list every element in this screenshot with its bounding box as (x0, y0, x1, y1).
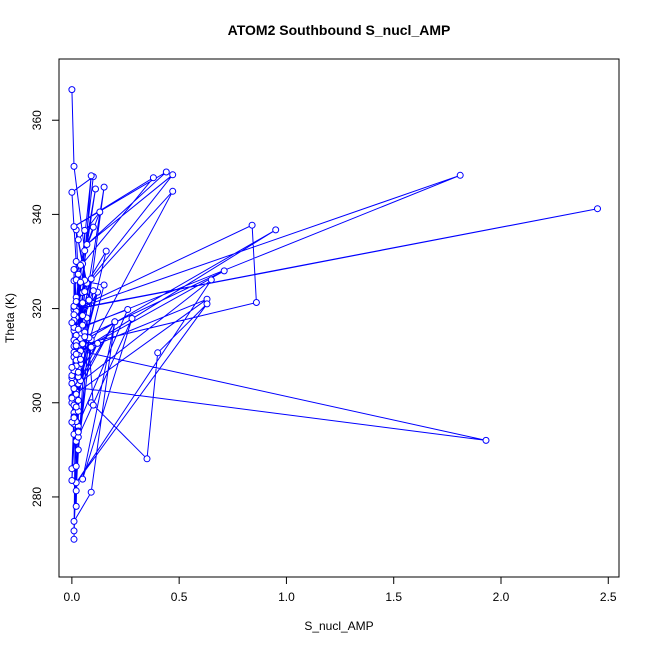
data-point (87, 275, 95, 283)
data-point (154, 349, 162, 357)
data-point (100, 183, 108, 191)
data-point (77, 278, 84, 286)
data-point (89, 401, 97, 409)
data-point (72, 342, 80, 350)
data-point (207, 276, 215, 284)
y-tick-label: 300 (30, 392, 44, 412)
x-tick-label: 1.0 (278, 590, 295, 604)
data-point (70, 535, 78, 543)
data-point (482, 436, 490, 444)
data-point (87, 172, 95, 180)
data-point (72, 502, 80, 510)
x-axis-label: S_nucl_AMP (304, 619, 373, 633)
x-tick-label: 2.0 (493, 590, 510, 604)
data-point (169, 171, 177, 179)
data-point (79, 299, 87, 307)
data-point (81, 247, 89, 255)
data-point (162, 168, 170, 176)
data-point (79, 340, 87, 348)
data-point (70, 517, 78, 525)
y-axis-label: Theta (K) (3, 293, 17, 343)
data-point (203, 300, 211, 308)
data-point (68, 86, 76, 94)
data-point (68, 188, 76, 196)
series-layer (68, 86, 601, 543)
x-axis: 0.0 0.5 1.0 1.5 2.0 2.5 (64, 576, 617, 604)
data-point (149, 174, 157, 182)
data-point (72, 487, 80, 495)
y-axis: 280 300 320 340 360 (30, 110, 60, 507)
y-tick-label: 320 (30, 298, 44, 318)
data-point (100, 281, 108, 289)
y-tick-label: 340 (30, 204, 44, 224)
data-point (87, 343, 95, 351)
y-tick-label: 280 (30, 487, 44, 507)
data-point (70, 162, 78, 170)
data-point (594, 205, 601, 213)
data-point (70, 527, 78, 535)
data-point (81, 288, 89, 296)
data-point (272, 226, 280, 234)
data-point (68, 319, 76, 327)
data-point (111, 318, 119, 326)
data-point (70, 311, 78, 319)
data-point (220, 267, 228, 275)
data-point (70, 414, 78, 422)
data-point (72, 462, 80, 470)
data-point (70, 385, 78, 393)
chart-title: ATOM2 Southbound S_nucl_AMP (228, 22, 451, 38)
data-point (68, 394, 76, 402)
data-point (79, 475, 87, 483)
data-point (128, 315, 136, 322)
data-point (248, 221, 256, 229)
data-point (77, 355, 84, 363)
data-point (124, 306, 132, 313)
y-tick-label: 360 (30, 110, 44, 130)
x-tick-label: 0.5 (171, 590, 188, 604)
data-point (72, 403, 80, 411)
data-point (74, 236, 82, 244)
data-point (456, 171, 464, 179)
data-point (85, 296, 93, 304)
data-point (74, 368, 82, 376)
data-point (74, 325, 82, 333)
data-point (74, 446, 82, 454)
x-tick-label: 0.0 (64, 590, 81, 604)
data-point (87, 488, 95, 496)
plot-frame (58, 58, 620, 578)
data-point (72, 298, 80, 305)
data-point (143, 455, 151, 463)
data-point (74, 270, 82, 278)
data-point (74, 428, 82, 436)
data-point (169, 187, 177, 195)
data-point (81, 333, 89, 341)
data-point (102, 247, 110, 255)
data-point (89, 223, 97, 231)
data-point (92, 185, 99, 193)
data-point (70, 223, 78, 231)
data-point (72, 350, 80, 358)
series-line (71, 89, 598, 540)
data-point (83, 241, 91, 248)
data-point (74, 396, 82, 404)
data-point (89, 287, 97, 295)
data-point (96, 208, 104, 216)
data-point (68, 363, 76, 371)
data-point (81, 226, 89, 234)
data-point (77, 261, 84, 269)
data-point (94, 339, 102, 347)
data-point (79, 312, 87, 320)
data-point (72, 258, 80, 265)
x-tick-label: 1.5 (385, 590, 402, 604)
data-point (68, 477, 76, 484)
data-point (252, 299, 260, 306)
data-point (70, 266, 78, 273)
data-point (79, 321, 87, 329)
x-tick-label: 2.5 (600, 590, 617, 604)
